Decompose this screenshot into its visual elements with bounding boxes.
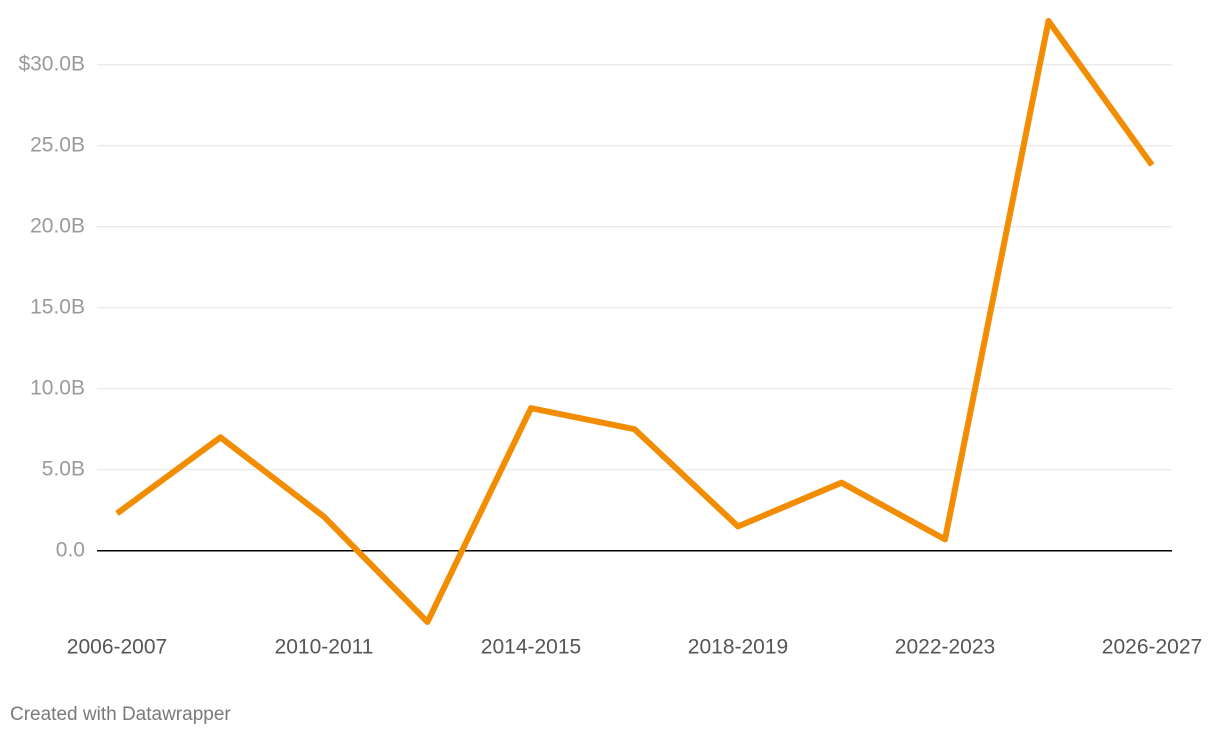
y-tick-label: 5.0B — [42, 457, 85, 480]
x-tick-label: 2026-2027 — [1102, 636, 1202, 659]
y-tick-label: 25.0B — [30, 133, 85, 156]
y-tick-label: 0.0 — [56, 538, 85, 561]
x-tick-label: 2006-2007 — [67, 636, 167, 659]
x-tick-label: 2014-2015 — [481, 636, 581, 659]
x-tick-label: 2018-2019 — [688, 636, 788, 659]
line — [115, 18, 1155, 625]
y-tick-label: 20.0B — [30, 214, 85, 237]
x-tick-label: 2022-2023 — [895, 636, 995, 659]
y-tick-label: $30.0B — [18, 52, 85, 75]
y-tick-label: 10.0B — [30, 376, 85, 399]
x-tick-label: 2010-2011 — [275, 636, 374, 659]
credit: Created with Datawrapper — [10, 704, 231, 725]
y-tick-label: 15.0B — [30, 295, 85, 318]
